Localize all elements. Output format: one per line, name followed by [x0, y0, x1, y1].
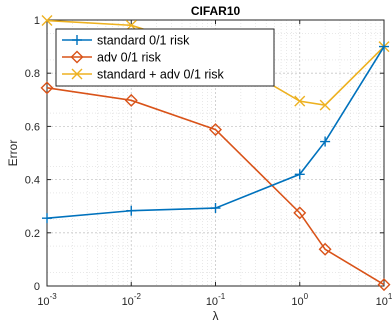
y-axis-label: Error	[6, 140, 20, 167]
y-tick-label: 0.8	[25, 68, 40, 80]
plus-marker	[210, 203, 221, 214]
diamond-marker	[377, 278, 391, 292]
plus-marker	[320, 136, 331, 147]
series-line	[46, 46, 385, 219]
diamond-marker	[124, 93, 138, 107]
plus-marker	[72, 35, 82, 45]
series-layer	[40, 15, 391, 292]
y-tick-label: 0	[34, 281, 40, 293]
x-tick-labels: 10-3 10-2 10-1 100 101	[37, 292, 392, 308]
diamond-marker	[209, 123, 222, 137]
plus-marker	[294, 169, 305, 180]
diamond-marker	[293, 206, 307, 220]
x-tick-label: 10-3	[37, 292, 57, 308]
y-tick-label: 1	[34, 15, 40, 27]
x-tick-label: 100	[291, 292, 308, 308]
diamond-marker	[70, 50, 84, 64]
legend-label: adv 0/1 risk	[97, 51, 162, 65]
series-line	[46, 87, 385, 286]
diamond-marker	[40, 81, 54, 95]
legend-label: standard + adv 0/1 risk	[97, 68, 225, 82]
cross-marker	[71, 68, 83, 80]
x-tick-label: 10-2	[122, 292, 142, 308]
y-tick-label: 0.2	[25, 228, 40, 240]
cross-marker	[41, 15, 53, 27]
cross-marker	[294, 95, 306, 107]
diamond-marker	[318, 242, 332, 256]
plus-marker	[126, 205, 137, 216]
chart-title: CIFAR10	[191, 4, 241, 18]
series-1	[40, 81, 391, 292]
legend-box	[55, 28, 275, 87]
x-axis-label: λ	[213, 309, 219, 323]
y-tick-labels: 0 0.2 0.4 0.6 0.8 1	[25, 15, 40, 293]
series-0	[42, 41, 389, 224]
plus-marker	[42, 213, 52, 224]
x-tick-label: 10-1	[206, 292, 226, 308]
y-tick-label: 0.4	[25, 175, 40, 187]
y-tick-label: 0.6	[25, 121, 40, 133]
cross-marker	[319, 99, 331, 111]
legend: standard 0/1 risk adv 0/1 risk standard + …	[55, 28, 275, 87]
plus-marker	[379, 41, 389, 52]
legend-label: standard 0/1 risk	[97, 34, 190, 48]
x-tick-label: 101	[376, 292, 392, 308]
